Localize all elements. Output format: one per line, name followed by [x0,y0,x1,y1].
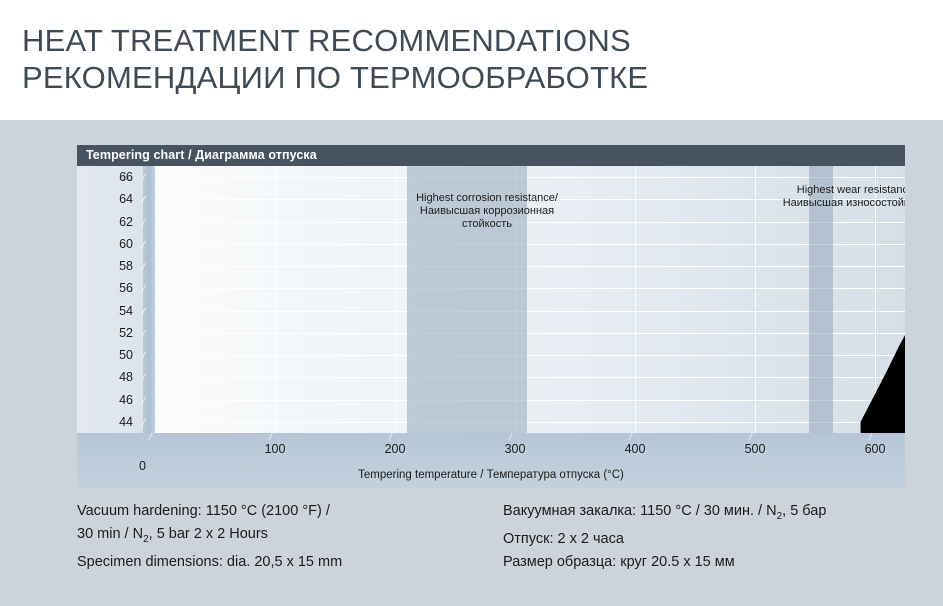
y-axis-tick-label: 44 [119,414,133,429]
y-axis-tick-mark [141,329,156,337]
gridline-vertical [275,166,276,433]
y-axis-tick-label: 62 [119,214,133,229]
x-axis-title: Tempering temperature / Температура отпу… [358,469,624,481]
y-axis-tick-mark [141,396,156,404]
x-axis-tick-mark [868,433,883,440]
x-axis-tick-label: 400 [624,442,646,456]
chart-header-bar: Tempering chart / Диаграмма отпуска [77,145,905,166]
footnote-en-line1: Vacuum hardening: 1150 °C (2100 °F) / [77,503,330,519]
x-axis-tick-label: 600 [864,442,886,456]
gridline-horizontal [155,288,905,290]
y-axis-tick-mark [141,218,156,226]
footnote-ru-line1: Вакуумная закалка: 1150 °C / 30 мин. / N… [503,500,933,528]
footnote-en-line3: Specimen dimensions: dia. 20,5 x 15 mm [77,553,343,570]
highlight-band [407,166,527,433]
gridline-horizontal [155,266,905,268]
footnote-ru-line1-sub: 2 [776,510,783,522]
footnote-ru-line2: Отпуск: 2 x 2 часа [503,530,624,547]
plot-frame: 44 46 48 50 52 54 56 58 60 62 64 66 Highest corrosi… [77,166,905,488]
y-axis-tick-mark [141,285,156,293]
gridline-vertical [395,166,396,433]
y-axis-tick-mark [141,418,156,426]
x-axis-tick-label: 300 [504,442,526,456]
gridline-horizontal [155,377,905,379]
x-axis-tick-label: 500 [744,442,766,456]
x-axis-tick-label: 200 [384,442,406,456]
y-axis: 44 46 48 50 52 54 56 58 60 62 64 66 [77,166,143,433]
gridline-vertical [755,166,756,433]
x-axis-zero-label: 0 [139,459,146,473]
gridline-horizontal [155,199,905,201]
x-axis-tick-mark [748,433,763,440]
x-axis-tick-mark [268,433,283,440]
y-axis-tick-mark [141,263,156,271]
y-axis-tick-mark [141,352,156,360]
tempering-chart-panel: Tempering chart / Диаграмма отпуска 44 46… [77,145,905,488]
x-axis-tick-mark [508,433,523,440]
annotation-corrosion-resistance: Highest corrosion resistance/ Наивысшая … [372,192,602,231]
y-axis-tick-mark [141,196,156,204]
hardness-curve-region [860,335,905,433]
y-axis-tick-label: 66 [119,170,133,185]
y-axis-tick-mark [141,240,156,248]
x-axis-tick-mark [628,433,643,440]
page-title-russian: РЕКОМЕНДАЦИИ ПО ТЕРМООБРАБОТКЕ [22,60,649,95]
x-axis-tick-mark [388,433,403,440]
footnote-ru-line1-a: Вакуумная закалка: 1150 °C / 30 мин. / N [503,503,777,519]
x-axis: 0 Tempering temperature / Температура от… [77,433,905,488]
y-axis-tick-label: 50 [119,348,133,363]
y-axis-tick-label: 52 [119,325,133,340]
gridline-horizontal [155,243,905,245]
y-axis-tick-mark [141,307,156,315]
gridline-horizontal [155,332,905,334]
y-axis-arrow-icon [119,171,131,180]
x-axis-tick-label: 100 [264,442,286,456]
annotation-corrosion-line2: Наивысшая коррозионная [419,205,555,217]
y-axis-tick-label: 48 [119,370,133,385]
y-axis-band [141,166,156,433]
gridline-horizontal [155,221,905,223]
annotation-wear-line1: Highest wear resistance/ [796,184,905,196]
y-axis-tick-label: 58 [119,259,133,274]
plot-area [155,166,905,433]
footnote-english: Vacuum hardening: 1150 °C (2100 °F) / 30… [77,500,497,574]
gridline-horizontal [155,399,905,401]
annotation-corrosion-line3: стойкость [462,218,512,230]
page-title-block: HEAT TREATMENT RECOMMENDATIONS РЕКОМЕНДА… [0,0,943,120]
gridline-vertical [635,166,636,433]
footnotes: Vacuum hardening: 1150 °C (2100 °F) / 30… [0,500,943,590]
chart-header-title: Tempering chart / Диаграмма отпуска [86,148,317,162]
y-axis-tick-label: 60 [119,236,133,251]
gridline-horizontal [155,177,905,179]
footnote-russian: Вакуумная закалка: 1150 °C / 30 мин. / N… [503,500,933,574]
gridline-horizontal [155,310,905,312]
footnote-ru-line3: Размер образца: круг 20.5 x 15 мм [503,553,735,570]
y-axis-tick-mark [141,174,156,182]
gridline-vertical [875,166,876,433]
y-axis-tick-label: 46 [119,392,133,407]
highlight-band [809,166,833,433]
page-title-english: HEAT TREATMENT RECOMMENDATIONS [22,23,631,58]
x-axis-tick-mark [148,433,163,440]
footnote-en-line2-a: 30 min / N [77,526,144,542]
gridline-horizontal [155,355,905,357]
y-axis-tick-mark [141,374,156,382]
footnote-en-line2-b: , 5 bar 2 x 2 Hours [148,526,268,542]
footnote-en-line2-sub: 2 [143,533,149,545]
y-axis-tick-label: 56 [119,281,133,296]
annotation-wear-resistance: Highest wear resistance/ Наивысшая износ… [732,184,905,210]
y-axis-tick-label: 54 [119,303,133,318]
annotation-corrosion-line1: Highest corrosion resistance/ [416,192,558,204]
annotation-wear-line2: Наивысшая износостойкость [782,197,905,209]
gridline-horizontal [155,421,905,423]
footnote-en-line2: 30 min / N2, 5 bar 2 x 2 Hours [77,523,497,551]
footnote-ru-line1-b: , 5 бар [782,503,827,519]
y-axis-tick-label: 64 [119,192,133,207]
